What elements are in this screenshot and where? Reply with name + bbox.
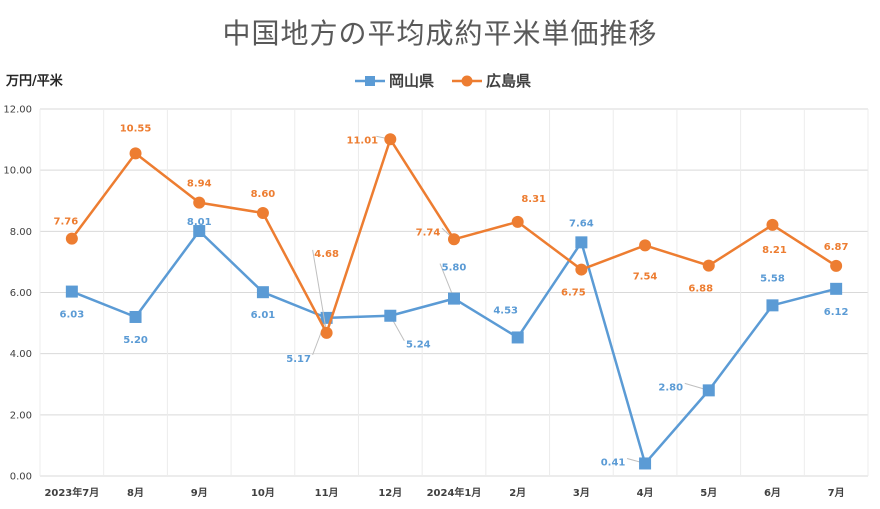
x-tick-label: 6月 [764, 487, 781, 499]
data-label-hiroshima: 8.31 [521, 194, 546, 205]
data-point-okayama [702, 384, 715, 397]
data-label-hiroshima: 8.60 [251, 189, 276, 200]
x-tick-label: 10月 [251, 487, 275, 499]
data-label-okayama: 8.01 [187, 217, 212, 228]
data-point-hiroshima [766, 218, 779, 231]
data-label-okayama: 0.41 [601, 457, 626, 468]
data-point-okayama [766, 299, 779, 312]
x-tick-label: 2024年1月 [427, 486, 482, 499]
legend-marker-hiroshima [452, 75, 483, 86]
data-point-hiroshima [448, 233, 460, 246]
data-point-okayama [129, 310, 142, 323]
data-label-okayama: 6.03 [60, 310, 85, 321]
x-tick-label: 9月 [191, 487, 208, 499]
data-point-hiroshima [384, 133, 397, 146]
data-label-okayama: 2.80 [658, 382, 683, 393]
data-label-hiroshima: 10.55 [120, 123, 152, 134]
data-point-hiroshima [320, 326, 333, 339]
data-label-okayama: 6.12 [824, 307, 849, 318]
data-point-hiroshima [256, 206, 269, 219]
data-label-hiroshima: 4.68 [314, 249, 339, 260]
data-label-leader [312, 249, 328, 333]
data-label-hiroshima: 8.21 [762, 245, 787, 256]
y-tick-label: 0.00 [10, 472, 32, 483]
data-point-hiroshima [830, 259, 843, 272]
data-label-hiroshima: 7.76 [54, 217, 79, 228]
x-tick-label: 4月 [637, 487, 654, 499]
x-tick-label: 3月 [573, 487, 590, 499]
data-point-okayama [448, 292, 460, 305]
data-point-okayama [830, 282, 843, 295]
data-point-okayama [193, 225, 206, 238]
data-label-okayama: 5.80 [442, 263, 467, 274]
data-label-okayama: 5.20 [123, 335, 148, 346]
x-tick-label: 5月 [700, 487, 717, 499]
y-tick-label: 6.00 [10, 288, 32, 299]
data-label-hiroshima: 6.88 [688, 284, 713, 295]
y-tick-label: 4.00 [10, 349, 32, 360]
x-tick-label: 12月 [378, 487, 402, 499]
data-label-hiroshima: 6.75 [561, 288, 586, 299]
legend-label-hiroshima: 広島県 [486, 72, 532, 90]
data-point-hiroshima [193, 196, 206, 209]
data-point-hiroshima [129, 147, 142, 160]
data-label-okayama: 7.64 [569, 218, 594, 229]
legend-marker-okayama [355, 75, 385, 86]
data-label-hiroshima: 7.74 [416, 227, 441, 238]
data-label-okayama: 5.58 [760, 273, 785, 284]
data-point-okayama [639, 457, 652, 470]
data-label-okayama: 4.53 [493, 305, 518, 316]
y-tick-label: 10.00 [3, 166, 32, 177]
y-tick-label: 12.00 [3, 105, 32, 116]
x-tick-label: 2月 [509, 487, 526, 499]
x-tick-label: 11月 [315, 487, 339, 499]
legend: 岡山県 広島県 [355, 70, 531, 91]
data-label-okayama: 5.17 [286, 354, 311, 365]
data-point-okayama [384, 309, 397, 322]
chart-title: 中国地方の平均成約平米単価推移 [222, 17, 658, 50]
data-point-okayama [65, 285, 78, 298]
x-tick-label: 8月 [127, 487, 144, 499]
data-point-hiroshima [575, 263, 588, 276]
data-label-hiroshima: 7.54 [633, 271, 658, 282]
y-tick-label: 2.00 [10, 410, 32, 421]
x-tick-label: 7月 [828, 487, 845, 499]
data-point-hiroshima [65, 232, 78, 245]
data-point-okayama [575, 236, 588, 249]
y-axis-unit-label: 万円/平米 [6, 74, 63, 89]
legend-label-okayama: 岡山県 [389, 72, 435, 90]
data-point-hiroshima [702, 259, 715, 272]
data-label-okayama: 6.01 [251, 310, 276, 321]
legend-item-okayama: 岡山県 [355, 70, 434, 91]
data-label-hiroshima: 11.01 [346, 135, 378, 146]
y-tick-label: 8.00 [10, 227, 32, 238]
data-point-hiroshima [511, 215, 524, 228]
x-tick-label: 2023年7月 [44, 486, 99, 499]
data-label-hiroshima: 8.94 [187, 179, 212, 190]
data-label-hiroshima: 6.87 [824, 242, 849, 253]
data-label-leader [312, 317, 328, 356]
data-point-hiroshima [639, 239, 652, 252]
legend-item-hiroshima: 広島県 [452, 70, 531, 91]
data-label-okayama: 5.24 [406, 340, 431, 351]
data-point-okayama [511, 331, 524, 344]
data-point-okayama [256, 286, 269, 299]
